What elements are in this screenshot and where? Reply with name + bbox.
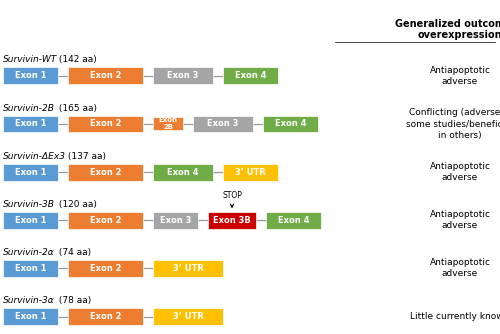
Text: Exon 4: Exon 4 bbox=[278, 216, 309, 225]
FancyBboxPatch shape bbox=[68, 308, 143, 325]
Text: (120 aa): (120 aa) bbox=[56, 200, 96, 209]
Text: Little currently known: Little currently known bbox=[410, 312, 500, 321]
FancyBboxPatch shape bbox=[153, 260, 223, 277]
Text: Survivin-2B: Survivin-2B bbox=[3, 104, 55, 113]
Text: Exon 3: Exon 3 bbox=[160, 216, 191, 225]
FancyBboxPatch shape bbox=[223, 164, 278, 181]
Text: Exon 2: Exon 2 bbox=[90, 312, 122, 321]
Text: Exon 1: Exon 1 bbox=[15, 71, 46, 80]
FancyBboxPatch shape bbox=[153, 164, 213, 181]
FancyBboxPatch shape bbox=[193, 116, 253, 132]
FancyBboxPatch shape bbox=[263, 116, 318, 132]
Text: Survivin-3B: Survivin-3B bbox=[3, 200, 55, 209]
FancyBboxPatch shape bbox=[3, 212, 58, 229]
FancyBboxPatch shape bbox=[3, 116, 58, 132]
FancyBboxPatch shape bbox=[153, 212, 198, 229]
FancyBboxPatch shape bbox=[3, 260, 58, 277]
Text: (142 aa): (142 aa) bbox=[56, 55, 96, 64]
Text: 3’ UTR: 3’ UTR bbox=[235, 168, 266, 177]
Text: Exon 3B: Exon 3B bbox=[213, 216, 251, 225]
Text: Generalized outcome of
overexpression: Generalized outcome of overexpression bbox=[394, 19, 500, 40]
Text: Survivin-WT: Survivin-WT bbox=[3, 55, 57, 64]
FancyBboxPatch shape bbox=[153, 67, 213, 84]
Text: Exon
2B: Exon 2B bbox=[158, 117, 178, 130]
FancyBboxPatch shape bbox=[153, 117, 183, 130]
Text: Antiapoptotic
adverse: Antiapoptotic adverse bbox=[430, 66, 490, 86]
Text: 3’ UTR: 3’ UTR bbox=[172, 264, 204, 273]
FancyBboxPatch shape bbox=[3, 308, 58, 325]
FancyBboxPatch shape bbox=[266, 212, 321, 229]
FancyBboxPatch shape bbox=[68, 212, 143, 229]
Text: Exon 1: Exon 1 bbox=[15, 120, 46, 129]
Text: Exon 1: Exon 1 bbox=[15, 216, 46, 225]
Text: Exon 2: Exon 2 bbox=[90, 120, 122, 129]
Text: 3’ UTR: 3’ UTR bbox=[172, 312, 204, 321]
FancyBboxPatch shape bbox=[68, 164, 143, 181]
Text: Exon 2: Exon 2 bbox=[90, 168, 122, 177]
FancyBboxPatch shape bbox=[68, 67, 143, 84]
Text: Exon 2: Exon 2 bbox=[90, 264, 122, 273]
Text: Exon 1: Exon 1 bbox=[15, 264, 46, 273]
Text: (137 aa): (137 aa) bbox=[66, 152, 106, 161]
Text: (165 aa): (165 aa) bbox=[56, 104, 97, 113]
FancyBboxPatch shape bbox=[3, 164, 58, 181]
Text: Antiapoptotic
adverse: Antiapoptotic adverse bbox=[430, 259, 490, 279]
Text: Antiapoptotic
adverse: Antiapoptotic adverse bbox=[430, 210, 490, 230]
Text: Exon 3: Exon 3 bbox=[208, 120, 238, 129]
Text: Survivin-ΔEx3: Survivin-ΔEx3 bbox=[3, 152, 66, 161]
Text: Survivin-2α: Survivin-2α bbox=[3, 248, 54, 257]
Text: (78 aa): (78 aa) bbox=[56, 296, 91, 305]
Text: Exon 2: Exon 2 bbox=[90, 216, 122, 225]
Text: STOP: STOP bbox=[222, 191, 242, 207]
FancyBboxPatch shape bbox=[153, 308, 223, 325]
Text: Survivin-3α: Survivin-3α bbox=[3, 296, 54, 305]
Text: Exon 4: Exon 4 bbox=[167, 168, 199, 177]
Text: Exon 4: Exon 4 bbox=[275, 120, 306, 129]
FancyBboxPatch shape bbox=[223, 67, 278, 84]
FancyBboxPatch shape bbox=[208, 212, 256, 229]
Text: Conflicting (adverse in
some studies/beneficial
in others): Conflicting (adverse in some studies/ben… bbox=[406, 108, 500, 140]
FancyBboxPatch shape bbox=[68, 116, 143, 132]
FancyBboxPatch shape bbox=[3, 67, 58, 84]
Text: (74 aa): (74 aa) bbox=[56, 248, 91, 257]
Text: Exon 4: Exon 4 bbox=[235, 71, 266, 80]
Text: Exon 1: Exon 1 bbox=[15, 312, 46, 321]
Text: Antiapoptotic
adverse: Antiapoptotic adverse bbox=[430, 162, 490, 182]
Text: Exon 3: Exon 3 bbox=[168, 71, 198, 80]
Text: Exon 2: Exon 2 bbox=[90, 71, 122, 80]
Text: Exon 1: Exon 1 bbox=[15, 168, 46, 177]
FancyBboxPatch shape bbox=[68, 260, 143, 277]
